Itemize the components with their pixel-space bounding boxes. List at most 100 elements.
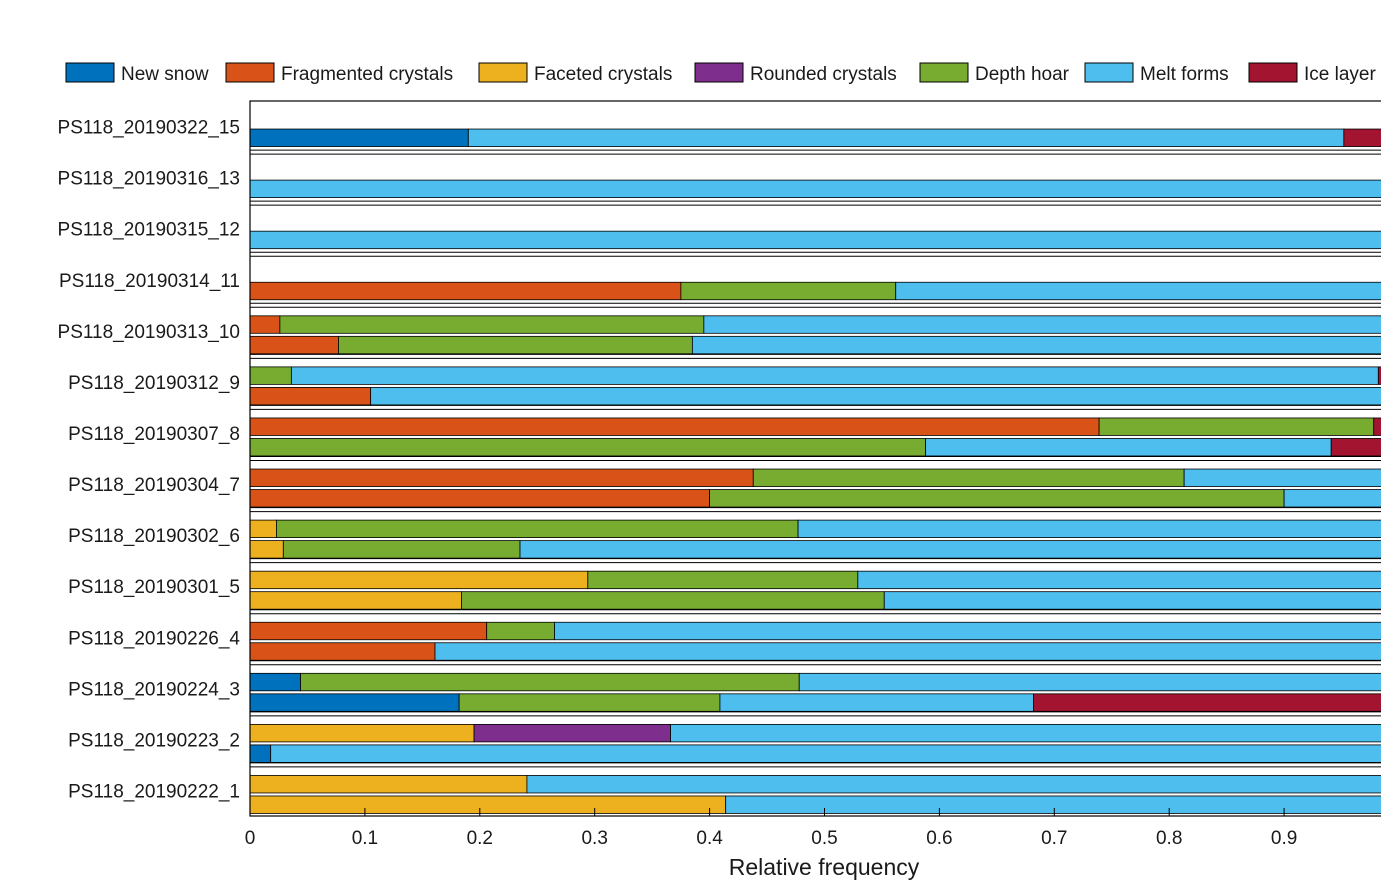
row-separators (250, 149, 1381, 768)
bar-segment (554, 621, 1381, 641)
bar-segment (250, 519, 277, 539)
bar-segment (925, 438, 1332, 457)
bar-segment (276, 519, 799, 539)
bar-segment (250, 693, 460, 712)
bar-segment (797, 519, 1381, 539)
y-tick-label: PS118_20190302_6 (68, 526, 240, 547)
bar-segment (250, 281, 682, 301)
bar-segment (250, 468, 754, 487)
bar-segment (250, 315, 281, 334)
y-tick-label: PS118_20190314_11 (59, 271, 240, 292)
bar-segment (370, 386, 1381, 406)
bar-segment (587, 570, 859, 590)
bar-segment (250, 775, 528, 794)
bar-segment (519, 540, 1381, 559)
bar-segment (1098, 417, 1375, 436)
x-tick-label: 0 (245, 828, 256, 849)
x-tick-label: 0.8 (1156, 828, 1182, 849)
bar-segment (300, 672, 800, 692)
legend-label: Rounded crystals (750, 64, 897, 85)
bar-segment (250, 795, 727, 814)
bars (250, 128, 1381, 814)
x-tick-label: 0.1 (352, 828, 378, 849)
bar-segment (473, 723, 671, 743)
legend: New snow Fragmented crystals Faceted cryst… (65, 62, 1376, 85)
x-axis-label: Relative frequency (729, 854, 920, 880)
bar-segment (895, 281, 1381, 301)
legend-swatch (65, 62, 115, 83)
y-tick-label: PS118_20190304_7 (68, 475, 240, 496)
bar-segment (250, 417, 1100, 436)
y-tick-label: PS118_20190313_10 (58, 322, 240, 343)
bar-segment (1343, 128, 1381, 147)
bar-segment (1330, 438, 1381, 457)
legend-swatch (694, 62, 744, 83)
bar-segment (709, 489, 1285, 508)
bar-segment (250, 179, 1381, 199)
y-tick-label: PS118_20190223_2 (68, 730, 240, 751)
bar-segment (279, 315, 705, 334)
bar-segment (719, 693, 1035, 712)
bar-segment (461, 591, 885, 610)
y-tick-label: PS118_20190315_12 (58, 220, 240, 241)
bar-segment (250, 438, 927, 457)
bar-segment (703, 315, 1381, 334)
bar-segment (680, 281, 897, 301)
x-tick-label: 0.2 (467, 828, 493, 849)
y-tick-label: PS118_20190301_5 (68, 577, 240, 598)
bar-segment (250, 366, 292, 385)
legend-label: Fragmented crystals (281, 64, 453, 85)
legend-swatch (225, 62, 275, 83)
bar-segment (250, 386, 372, 406)
legend-label: New snow (121, 64, 209, 85)
y-tick-label: PS118_20190312_9 (68, 373, 240, 394)
bar-segment (250, 621, 488, 641)
x-tick-label: 0.3 (581, 828, 607, 849)
x-tick-label: 0.4 (696, 828, 723, 849)
legend-label: Melt forms (1140, 64, 1229, 85)
bar-segment (467, 128, 1345, 147)
bar-segment (1373, 417, 1381, 436)
bar-segment (1377, 366, 1381, 385)
y-axis-labels: PS118_20190322_15 PS118_20190316_13 PS118_… (58, 118, 241, 803)
y-tick-label: PS118_20190222_1 (68, 781, 240, 802)
y-tick-label: PS118_20190322_15 (58, 118, 240, 139)
y-tick-label: PS118_20190307_8 (68, 424, 240, 445)
bar-segment (752, 468, 1185, 487)
y-tick-label: PS118_20190226_4 (68, 628, 240, 649)
bar-segment (250, 335, 339, 355)
bar-segment (282, 540, 521, 559)
bar-segment (270, 744, 1381, 763)
bar-segment (250, 230, 1381, 250)
bar-segment (883, 591, 1381, 610)
x-tick-label: 0.5 (811, 828, 837, 849)
bar-segment (250, 744, 272, 763)
x-tick-label: 0.9 (1271, 828, 1297, 849)
legend-swatch (478, 62, 528, 83)
legend-swatch (1248, 62, 1298, 83)
bar-segment (250, 128, 469, 147)
bar-segment (1283, 489, 1381, 508)
legend-swatch (919, 62, 969, 83)
bar-segment (250, 540, 284, 559)
bar-segment (338, 335, 693, 355)
bar-segment (857, 570, 1381, 590)
legend-swatch (1084, 62, 1134, 83)
y-tick-label: PS118_20190316_13 (58, 169, 240, 190)
y-tick-label: PS118_20190224_3 (68, 679, 240, 700)
bar-segment (486, 621, 555, 641)
bar-segment (250, 672, 301, 692)
x-tick-label: 0.7 (1041, 828, 1067, 849)
bar-segment (250, 642, 436, 661)
bar-segment (725, 795, 1381, 814)
bar-segment (250, 489, 711, 508)
legend-label: Depth hoar (975, 64, 1070, 85)
x-tick-label: 0.6 (926, 828, 952, 849)
bar-segment (798, 672, 1381, 692)
bar-segment (458, 693, 721, 712)
bar-segment (1033, 693, 1381, 712)
bar-segment (434, 642, 1381, 661)
bar-segment (250, 723, 475, 743)
bar-segment (691, 335, 1381, 355)
